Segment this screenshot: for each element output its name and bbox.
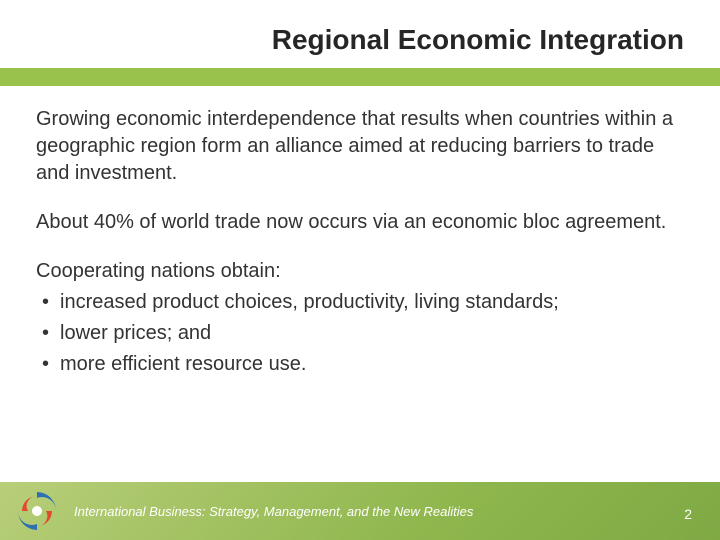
footer-text: International Business: Strategy, Manage… [74,504,473,519]
paragraph-1: Growing economic interdependence that re… [36,106,684,187]
accent-bar [0,68,720,86]
slide-title: Regional Economic Integration [36,24,684,56]
title-area: Regional Economic Integration [0,0,720,68]
footer-bar: International Business: Strategy, Manage… [0,482,720,540]
bullet-item: lower prices; and [40,320,684,347]
content-area: Growing economic interdependence that re… [0,86,720,482]
bullet-list: increased product choices, productivity,… [36,289,684,378]
bullet-item: increased product choices, productivity,… [40,289,684,316]
bullet-item: more efficient resource use. [40,351,684,378]
paragraph-2: About 40% of world trade now occurs via … [36,209,684,236]
globe-swirl-icon [14,488,60,534]
page-number: 2 [684,506,692,522]
slide: Regional Economic Integration Growing ec… [0,0,720,540]
paragraph-3: Cooperating nations obtain: [36,258,684,285]
